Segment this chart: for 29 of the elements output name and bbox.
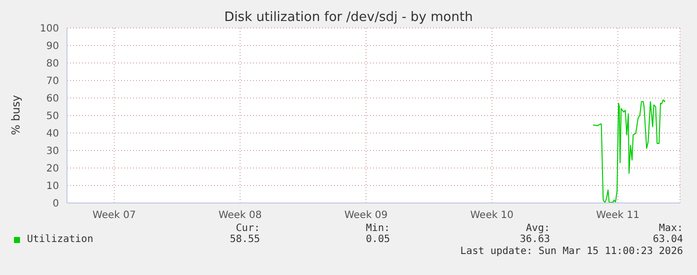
x-tick-label: Week 07 <box>92 210 136 222</box>
y-tick-label: 60 <box>46 94 59 105</box>
text: 58.55 <box>230 234 260 245</box>
y-tick-label: 20 <box>46 164 59 175</box>
y-tick-label: 90 <box>46 41 59 52</box>
y-tick-label: 50 <box>46 111 59 122</box>
text: 63.04 <box>652 234 683 245</box>
y-tick-label: 0 <box>52 198 59 210</box>
text: Max: <box>658 223 683 234</box>
y-axis-title: % busy <box>10 94 22 136</box>
y-tick-label: 30 <box>46 146 59 158</box>
text: 36.63 <box>520 234 550 245</box>
legend-label: Utilization <box>27 234 94 245</box>
x-tick-label: Week 10 <box>470 210 514 222</box>
text: 0.05 <box>366 234 390 245</box>
y-tick-label: 70 <box>46 76 59 88</box>
text: Min: <box>366 223 390 234</box>
y-tick-label: 40 <box>46 128 59 140</box>
line-series <box>592 99 666 203</box>
x-tick-label: Week 09 <box>344 210 388 222</box>
y-tick-label: 100 <box>40 24 59 35</box>
text: Last update: Sun Mar 15 11:00:23 2026 <box>460 246 683 257</box>
chart-title: Disk utilization for /dev/sdj - by month <box>223 10 474 25</box>
text: Avg: <box>526 223 550 234</box>
y-tick-label: 10 <box>46 181 59 192</box>
x-tick-label: Week 11 <box>596 210 640 222</box>
text: Cur: <box>236 223 260 234</box>
x-tick-label: Week 08 <box>218 210 262 222</box>
y-tick-label: 80 <box>46 58 59 70</box>
